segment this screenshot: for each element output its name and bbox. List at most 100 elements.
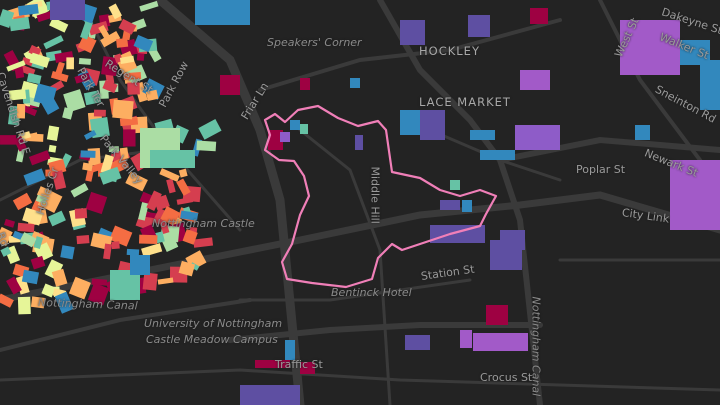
building	[99, 166, 122, 185]
building	[87, 282, 110, 306]
building	[127, 82, 140, 95]
building	[133, 34, 154, 53]
building	[4, 218, 15, 228]
building	[220, 75, 240, 95]
building	[530, 8, 548, 24]
building	[48, 210, 66, 227]
building	[123, 72, 142, 81]
road	[238, 278, 472, 302]
building	[91, 278, 108, 286]
building	[126, 248, 140, 256]
building	[15, 148, 25, 163]
building	[138, 234, 158, 245]
building	[100, 154, 115, 175]
building	[54, 291, 74, 314]
building	[490, 240, 522, 270]
road	[78, 0, 242, 232]
building	[290, 120, 300, 130]
building	[182, 228, 198, 245]
building	[145, 89, 159, 102]
building	[9, 16, 31, 32]
building	[112, 99, 134, 120]
building	[193, 237, 214, 248]
building	[100, 31, 121, 48]
building	[670, 160, 720, 230]
building	[33, 83, 57, 107]
building	[195, 0, 250, 25]
building	[420, 110, 445, 140]
building	[178, 260, 196, 277]
building	[440, 200, 460, 210]
road	[298, 128, 392, 405]
building	[620, 20, 680, 75]
building	[141, 243, 163, 257]
building	[480, 150, 515, 160]
building	[35, 194, 47, 204]
building	[16, 103, 26, 119]
building	[17, 3, 39, 16]
building	[125, 171, 148, 192]
building	[66, 57, 74, 70]
building	[74, 208, 88, 219]
building	[159, 218, 170, 235]
building	[118, 18, 137, 35]
building	[26, 72, 42, 85]
building	[51, 268, 68, 287]
building	[300, 78, 310, 90]
building	[82, 162, 93, 172]
building	[460, 330, 472, 348]
building	[0, 293, 14, 308]
label-middle-hill: Middle Hill	[368, 166, 382, 224]
building	[28, 44, 42, 57]
building	[101, 56, 119, 77]
building	[159, 168, 180, 182]
building	[102, 79, 118, 94]
building	[28, 150, 51, 166]
building	[468, 15, 490, 37]
road	[0, 148, 162, 202]
building	[80, 20, 93, 40]
building	[21, 56, 34, 67]
building	[108, 3, 122, 20]
label-speakers-corner: Speakers' Corner	[267, 36, 362, 49]
area-boundary-outline	[263, 104, 498, 289]
building	[119, 147, 129, 160]
building	[83, 129, 97, 140]
road	[258, 18, 562, 92]
building	[178, 168, 188, 178]
building	[0, 226, 13, 247]
building	[13, 136, 27, 152]
building	[160, 206, 181, 226]
building	[473, 333, 528, 351]
building	[29, 52, 50, 68]
road	[155, 0, 305, 405]
building	[180, 210, 199, 221]
building	[153, 194, 170, 211]
building	[161, 235, 179, 252]
building	[176, 178, 191, 196]
building	[462, 200, 472, 212]
building	[109, 225, 133, 247]
building	[152, 207, 166, 225]
building	[515, 125, 560, 150]
building	[85, 191, 108, 215]
building	[68, 276, 91, 300]
building	[70, 183, 89, 198]
building	[355, 135, 363, 150]
building	[119, 117, 139, 127]
building	[14, 65, 25, 79]
building	[30, 296, 45, 309]
building	[54, 61, 65, 78]
building	[21, 269, 40, 285]
building	[17, 296, 31, 315]
building	[350, 78, 360, 88]
building	[108, 146, 119, 152]
building	[46, 125, 60, 141]
building	[49, 17, 69, 33]
road	[0, 298, 252, 352]
building	[268, 130, 283, 150]
building	[8, 88, 27, 101]
